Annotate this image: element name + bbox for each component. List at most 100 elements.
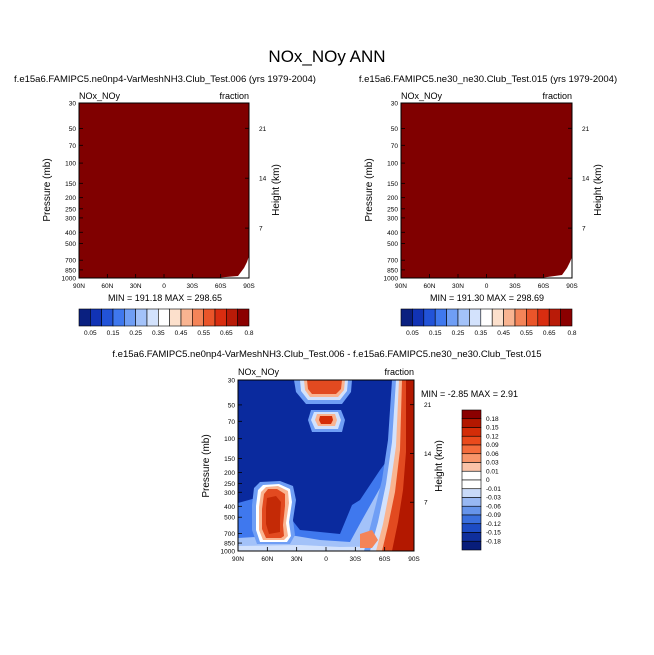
colorbar-swatch — [461, 532, 482, 542]
y-tick-label: 850 — [387, 267, 398, 274]
colorbar-swatch — [112, 308, 125, 327]
panel-3-left-label: NOx_NOy — [238, 367, 280, 377]
x-tick-label: 0 — [162, 283, 166, 290]
colorbar-swatch — [461, 453, 482, 463]
panel-1-colorbar-labels: 0.05 0.15 0.25 0.35 0.45 0.55 0.65 0.8 — [84, 330, 254, 337]
colorbar-swatch — [192, 308, 204, 327]
colorbar-label: 0.15 — [429, 330, 442, 337]
y-tick-label: 850 — [224, 541, 235, 548]
colorbar-swatch — [78, 308, 91, 327]
right-tick-label: 7 — [582, 226, 586, 233]
y-tick-label: 300 — [224, 490, 235, 497]
panel-2-right-axis-label: Height (km) — [593, 164, 604, 216]
x-tick-label: 90S — [566, 283, 578, 290]
panel-2-stats: MIN = 191.30 MAX = 298.69 — [430, 293, 544, 303]
panel-3-y-axis-label: Pressure (mb) — [201, 434, 212, 497]
panel-3-x-ticks: 90N 60N 30N 0 30S 60S 90S — [232, 547, 420, 563]
panel-2-x-ticks: 90N 60N 30N 0 30S 60S 90S — [395, 274, 578, 290]
panel-3-colorbar-labels: 0.180.150.120.090.060.030.010-0.01-0.03-… — [486, 416, 501, 546]
panel-1-stats: MIN = 191.18 MAX = 298.65 — [108, 293, 222, 303]
colorbar-label: 0.55 — [520, 330, 533, 337]
colorbar-swatch — [461, 479, 482, 490]
panel-3-stats: MIN = -2.85 MAX = 2.91 — [421, 389, 518, 399]
x-tick-label: 90N — [395, 283, 407, 290]
y-tick-label: 150 — [65, 181, 76, 188]
x-tick-label: 60N — [101, 283, 113, 290]
y-tick-label: 100 — [224, 436, 235, 443]
colorbar-swatch — [237, 308, 250, 327]
panel-2-left-label: NOx_NOy — [401, 91, 443, 101]
panel-3-colorbar — [461, 409, 482, 551]
colorbar-swatch — [461, 523, 482, 533]
colorbar-label: -0.01 — [486, 486, 501, 493]
colorbar-swatch — [461, 409, 482, 420]
colorbar-label: 0.15 — [107, 330, 120, 337]
x-tick-label: 60S — [538, 283, 550, 290]
colorbar-swatch — [461, 427, 482, 437]
contour-eq-upper-red — [307, 380, 342, 394]
y-tick-label: 200 — [65, 195, 76, 202]
y-tick-label: 30 — [228, 378, 236, 385]
right-tick-label: 7 — [424, 500, 428, 507]
y-tick-label: 70 — [228, 419, 236, 426]
colorbar-swatch — [203, 308, 216, 327]
colorbar-label: 0.8 — [244, 330, 253, 337]
colorbar-swatch — [461, 497, 482, 507]
contour-nh-pillar-core — [266, 496, 281, 534]
colorbar-swatch — [461, 444, 482, 455]
panel-3: f.e15a6.FAMIPC5.ne0np4-VarMeshNH3.Club_T… — [112, 349, 541, 563]
colorbar-swatch — [461, 418, 482, 428]
y-tick-label: 1000 — [221, 549, 236, 556]
panel-2-y-ticks: 30 50 70 100 150 200 250 300 400 500 700 850 1000 — [384, 101, 405, 283]
y-tick-label: 200 — [387, 195, 398, 202]
panel-1-subtitle: f.e15a6.FAMIPC5.ne0np4-VarMeshNH3.Club_T… — [14, 74, 316, 85]
panel-1-right-axis-label: Height (km) — [271, 164, 282, 216]
panel-3-right-label: fraction — [384, 367, 414, 377]
y-tick-label: 200 — [224, 470, 235, 477]
y-tick-label: 250 — [224, 481, 235, 488]
contour-sh-surface-patch — [360, 530, 378, 548]
x-tick-label: 90S — [408, 556, 420, 563]
panel-1-y-ticks: 30 50 70 100 150 200 250 300 400 500 700 850 1000 — [62, 101, 83, 283]
right-tick-label: 7 — [259, 226, 263, 233]
colorbar-swatch — [526, 308, 539, 327]
y-tick-label: 100 — [65, 161, 76, 168]
right-tick-label: 14 — [259, 176, 267, 183]
panel-1-right-ticks: 21 14 7 — [245, 126, 267, 233]
colorbar-swatch — [90, 308, 102, 327]
x-tick-label: 60S — [379, 556, 391, 563]
panel-2-plot-area — [400, 102, 573, 279]
colorbar-swatch — [461, 470, 482, 481]
x-tick-label: 60S — [215, 283, 227, 290]
x-tick-label: 60N — [424, 283, 436, 290]
y-tick-label: 150 — [387, 181, 398, 188]
colorbar-swatch — [457, 308, 470, 327]
colorbar-label: 0.09 — [486, 442, 499, 449]
x-tick-label: 0 — [324, 556, 328, 563]
colorbar-swatch — [180, 308, 193, 327]
y-tick-label: 700 — [387, 258, 398, 265]
figure-title: NOx_NOy ANN — [268, 47, 385, 66]
colorbar-label: 0.35 — [152, 330, 165, 337]
colorbar-label: 0.01 — [486, 468, 499, 475]
colorbar-swatch — [124, 308, 136, 327]
y-tick-label: 250 — [65, 206, 76, 213]
colorbar-label: -0.15 — [486, 530, 501, 537]
panel-1-right-label: fraction — [219, 91, 249, 101]
colorbar-label: 0.25 — [452, 330, 465, 337]
y-tick-label: 50 — [391, 126, 399, 133]
panel-3-subtitle: f.e15a6.FAMIPC5.ne0np4-VarMeshNH3.Club_T… — [112, 349, 541, 360]
y-tick-label: 1000 — [384, 276, 399, 283]
colorbar-label: -0.12 — [486, 521, 501, 528]
x-tick-label: 30S — [187, 283, 199, 290]
x-tick-label: 90N — [232, 556, 244, 563]
colorbar-swatch — [226, 308, 238, 327]
y-tick-label: 500 — [65, 241, 76, 248]
colorbar-swatch — [461, 435, 482, 446]
panel-1-plot-area — [78, 102, 250, 279]
colorbar-swatch — [480, 308, 493, 327]
y-tick-label: 300 — [65, 215, 76, 222]
y-tick-label: 1000 — [62, 276, 77, 283]
colorbar-label: -0.09 — [486, 512, 501, 519]
